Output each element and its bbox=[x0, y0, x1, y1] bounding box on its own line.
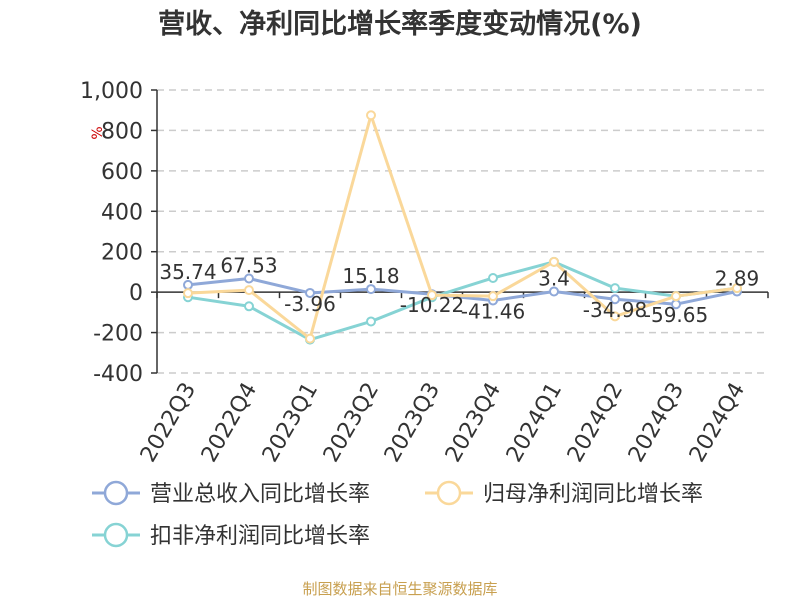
data-label: -10.22 bbox=[400, 293, 464, 317]
data-point bbox=[610, 283, 620, 294]
x-tick-label: 2024Q3 bbox=[624, 379, 689, 467]
data-point bbox=[244, 273, 254, 284]
data-point bbox=[305, 333, 315, 344]
y-tick-label: 200 bbox=[101, 241, 143, 266]
chart-title: 营收、净利同比增长率季度变动情况(%) bbox=[158, 8, 642, 40]
y-tick-label: 0 bbox=[129, 281, 143, 306]
data-point bbox=[305, 287, 315, 298]
series-line bbox=[187, 276, 738, 306]
data-label: 35.74 bbox=[159, 260, 216, 284]
y-axis-ticks: -400 -200 0 200 400 600 800 1,000 bbox=[80, 79, 157, 387]
axes bbox=[156, 90, 768, 373]
x-tick-label: 2023Q4 bbox=[441, 379, 506, 467]
data-point bbox=[244, 285, 254, 296]
legend-label: 归母净利润同比增长率 bbox=[483, 482, 703, 507]
legend-item[interactable]: 扣非净利润同比增长率 bbox=[92, 522, 370, 549]
data-point bbox=[366, 284, 376, 295]
data-point bbox=[671, 291, 681, 302]
data-point bbox=[610, 311, 620, 322]
data-point bbox=[183, 288, 193, 299]
grid-lines bbox=[157, 89, 768, 374]
x-tick-label: 2024Q4 bbox=[685, 379, 750, 467]
y-unit-label: % bbox=[90, 126, 106, 139]
data-label: -59.65 bbox=[644, 303, 708, 327]
x-tick-label: 2022Q4 bbox=[197, 379, 262, 467]
data-label: -41.46 bbox=[461, 300, 525, 324]
data-source: 制图数据来自恒生聚源数据库 bbox=[302, 580, 497, 598]
legend-label: 扣非净利润同比增长率 bbox=[150, 524, 370, 549]
data-point bbox=[732, 283, 742, 294]
series-line bbox=[187, 260, 738, 342]
data-point bbox=[549, 286, 559, 297]
data-point bbox=[610, 294, 620, 305]
x-tick-label: 2024Q2 bbox=[563, 379, 628, 467]
x-tick-label: 2023Q3 bbox=[380, 379, 445, 467]
legend-label: 营业总收入同比增长率 bbox=[150, 482, 370, 507]
y-tick-label: 600 bbox=[101, 160, 143, 185]
data-point bbox=[366, 110, 376, 121]
x-tick-label: 2023Q1 bbox=[258, 379, 323, 467]
legend-circle-icon bbox=[436, 480, 462, 506]
legend-circle-icon bbox=[103, 522, 129, 548]
y-tick-label: 800 bbox=[101, 119, 143, 144]
data-point bbox=[244, 301, 254, 312]
legend-item[interactable]: 归母净利润同比增长率 bbox=[425, 480, 703, 507]
y-tick-label: -400 bbox=[93, 362, 143, 387]
data-point bbox=[488, 272, 498, 283]
data-label: -3.96 bbox=[284, 292, 336, 316]
data-point bbox=[427, 290, 437, 301]
legend-circle-icon bbox=[103, 480, 129, 506]
series-lines bbox=[183, 110, 742, 345]
y-tick-label: 1,000 bbox=[80, 79, 143, 104]
data-label: 3.4 bbox=[538, 266, 570, 290]
data-label: 67.53 bbox=[220, 253, 277, 277]
x-tick-label: 2023Q2 bbox=[319, 379, 384, 467]
data-label: -34.98 bbox=[583, 298, 647, 322]
data-point bbox=[549, 256, 559, 267]
series-line bbox=[187, 113, 738, 341]
data-point bbox=[366, 316, 376, 327]
data-label: 2.89 bbox=[715, 267, 760, 291]
x-tick-label: 2024Q1 bbox=[502, 379, 567, 467]
data-point bbox=[488, 291, 498, 302]
x-tick-label: 2022Q3 bbox=[136, 379, 201, 467]
y-tick-label: 400 bbox=[101, 200, 143, 225]
data-label: 15.18 bbox=[342, 264, 399, 288]
legend-item[interactable]: 营业总收入同比增长率 bbox=[92, 480, 370, 507]
y-tick-label: -200 bbox=[93, 322, 143, 347]
